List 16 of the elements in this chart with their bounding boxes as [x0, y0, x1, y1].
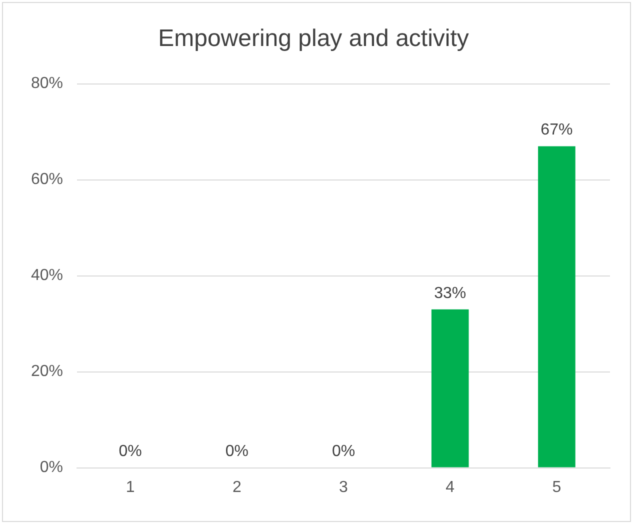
x-tick-label: 1 [126, 478, 135, 496]
data-label: 67% [540, 122, 573, 139]
y-tick-label: 60% [30, 171, 64, 188]
x-tick-label: 4 [446, 478, 455, 496]
data-label: 33% [434, 284, 466, 302]
x-tick-label: 3 [339, 478, 348, 496]
x-tick-label: 2 [232, 478, 242, 496]
data-label: 0% [225, 443, 248, 460]
y-tick-label: 0% [40, 459, 64, 476]
y-tick-label: 20% [30, 363, 64, 380]
x-tick-label: 5 [552, 478, 562, 496]
data-label: 0% [332, 443, 356, 460]
chart-title: Empowering play and activity [158, 25, 469, 52]
y-tick-label: 80% [30, 75, 64, 92]
data-label: 0% [118, 443, 142, 460]
y-tick-label: 40% [30, 267, 64, 284]
